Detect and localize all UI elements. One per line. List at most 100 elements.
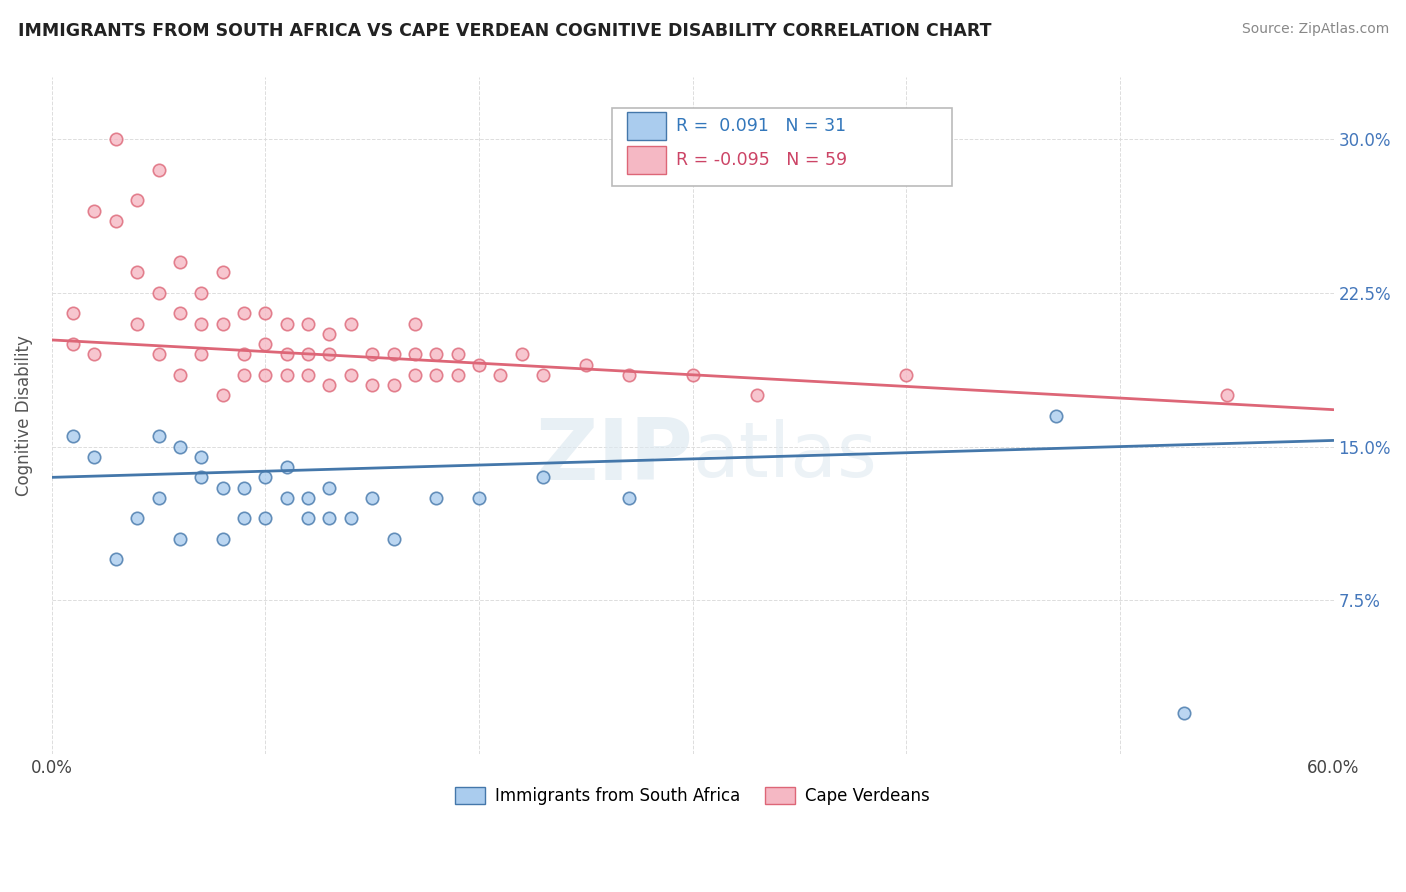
Point: [254, 368, 277, 382]
Point: [340, 317, 363, 331]
Point: [127, 194, 149, 208]
Text: IMMIGRANTS FROM SOUTH AFRICA VS CAPE VERDEAN COGNITIVE DISABILITY CORRELATION CH: IMMIGRANTS FROM SOUTH AFRICA VS CAPE VER…: [18, 22, 991, 40]
Point: [169, 255, 191, 269]
Text: R = -0.095   N = 59: R = -0.095 N = 59: [676, 151, 846, 169]
Point: [148, 491, 170, 505]
Text: Source: ZipAtlas.com: Source: ZipAtlas.com: [1241, 22, 1389, 37]
Bar: [627, 145, 665, 174]
Point: [254, 337, 277, 351]
Point: [382, 347, 405, 361]
Point: [233, 306, 256, 320]
Point: [211, 388, 233, 402]
Legend: Immigrants from South Africa, Cape Verdeans: Immigrants from South Africa, Cape Verde…: [447, 779, 938, 814]
Point: [318, 378, 340, 392]
Point: [404, 347, 426, 361]
Point: [211, 481, 233, 495]
Point: [276, 317, 298, 331]
Point: [468, 358, 491, 372]
Point: [148, 162, 170, 177]
Y-axis label: Cognitive Disability: Cognitive Disability: [15, 335, 32, 496]
Point: [127, 317, 149, 331]
Point: [1173, 706, 1195, 721]
Point: [318, 326, 340, 341]
Point: [446, 347, 468, 361]
Point: [617, 368, 640, 382]
Point: [190, 317, 212, 331]
Point: [382, 378, 405, 392]
Point: [169, 532, 191, 546]
Point: [233, 347, 256, 361]
Point: [682, 368, 704, 382]
Point: [254, 511, 277, 525]
Point: [425, 491, 447, 505]
Point: [361, 347, 384, 361]
Point: [276, 347, 298, 361]
Point: [127, 511, 149, 525]
Point: [190, 347, 212, 361]
Point: [468, 491, 491, 505]
Point: [211, 317, 233, 331]
Point: [169, 306, 191, 320]
Point: [127, 265, 149, 279]
Point: [233, 481, 256, 495]
Point: [83, 450, 105, 464]
Point: [62, 429, 84, 443]
Point: [531, 368, 554, 382]
Point: [425, 347, 447, 361]
Point: [83, 347, 105, 361]
Point: [425, 368, 447, 382]
Point: [190, 450, 212, 464]
Point: [254, 470, 277, 484]
Point: [148, 429, 170, 443]
Point: [169, 368, 191, 382]
Point: [1215, 388, 1237, 402]
FancyBboxPatch shape: [612, 108, 952, 186]
Point: [318, 511, 340, 525]
Point: [745, 388, 768, 402]
Point: [531, 470, 554, 484]
Text: ZIP: ZIP: [534, 415, 693, 498]
Point: [297, 347, 319, 361]
Point: [62, 337, 84, 351]
Point: [340, 511, 363, 525]
Point: [489, 368, 512, 382]
Text: R =  0.091   N = 31: R = 0.091 N = 31: [676, 117, 846, 136]
Bar: [627, 112, 665, 140]
Point: [297, 511, 319, 525]
Point: [233, 511, 256, 525]
Point: [254, 306, 277, 320]
Point: [510, 347, 533, 361]
Point: [211, 532, 233, 546]
Point: [297, 368, 319, 382]
Point: [297, 317, 319, 331]
Point: [1045, 409, 1067, 423]
Point: [148, 347, 170, 361]
Point: [148, 285, 170, 300]
Point: [276, 491, 298, 505]
Point: [104, 552, 127, 566]
Point: [104, 132, 127, 146]
Point: [190, 470, 212, 484]
Point: [211, 265, 233, 279]
Point: [617, 491, 640, 505]
Point: [361, 491, 384, 505]
Point: [340, 368, 363, 382]
Point: [104, 214, 127, 228]
Point: [190, 285, 212, 300]
Point: [62, 306, 84, 320]
Point: [276, 460, 298, 475]
Point: [276, 368, 298, 382]
Point: [318, 481, 340, 495]
Point: [446, 368, 468, 382]
Point: [297, 491, 319, 505]
Point: [169, 440, 191, 454]
Point: [575, 358, 598, 372]
Point: [233, 368, 256, 382]
Point: [361, 378, 384, 392]
Point: [404, 368, 426, 382]
Point: [382, 532, 405, 546]
Point: [896, 368, 918, 382]
Text: atlas: atlas: [693, 419, 877, 493]
Point: [83, 203, 105, 218]
Point: [318, 347, 340, 361]
